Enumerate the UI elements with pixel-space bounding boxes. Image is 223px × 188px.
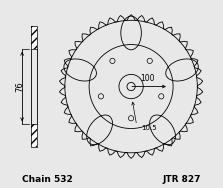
Text: 76: 76 [15, 81, 24, 92]
Bar [31, 26, 37, 49]
Text: JTR 827: JTR 827 [163, 175, 201, 183]
Bar [31, 124, 37, 147]
Text: 10.5: 10.5 [141, 125, 157, 131]
Bar [31, 124, 37, 147]
Bar [31, 26, 37, 49]
Text: Chain 532: Chain 532 [22, 175, 73, 183]
Text: 100: 100 [140, 74, 154, 83]
